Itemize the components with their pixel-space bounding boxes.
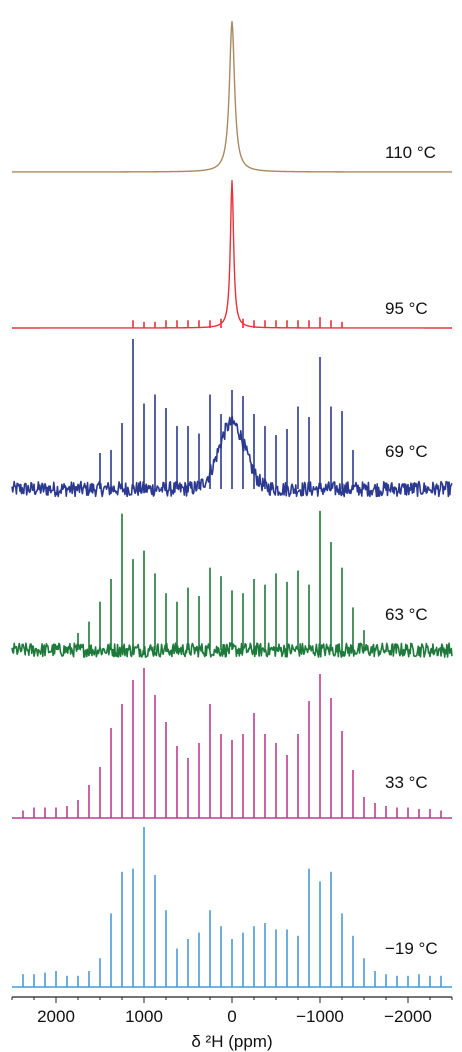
tick-label: 0 <box>227 1007 236 1026</box>
spectrum-temperature-label: 63 °C <box>385 605 428 624</box>
tick-label: 1000 <box>125 1007 163 1026</box>
tick-label: −1000 <box>296 1007 344 1026</box>
tick-label: −2000 <box>384 1007 432 1026</box>
spectrum-temperature-label: 69 °C <box>385 442 428 461</box>
spectrum-2 <box>12 180 452 329</box>
spectrum-temperature-label: 95 °C <box>385 299 428 318</box>
spectrum-temperature-label: 33 °C <box>385 773 428 792</box>
spectrum-labels: 110 °C 95 °C 69 °C 63 °C 33 °C −19 °C <box>385 143 438 958</box>
spectrum-temperature-label: −19 °C <box>385 939 438 958</box>
spectrum-5 <box>12 668 452 819</box>
spectrum-trace <box>12 20 452 173</box>
spectrum-temperature-label: 110 °C <box>385 143 436 162</box>
spectra-group <box>11 20 453 988</box>
x-axis: 2000 1000 0 −1000 −2000 δ ²H (ppm) <box>11 996 453 1051</box>
tick-label: 2000 <box>37 1007 75 1026</box>
spectrum-trace <box>12 180 452 329</box>
spectrum-3 <box>11 339 453 498</box>
spectrum-1 <box>12 20 452 173</box>
x-axis-ticks: 2000 1000 0 −1000 −2000 <box>11 997 453 1026</box>
spectrum-6 <box>12 827 452 988</box>
spectrum-4 <box>11 510 453 658</box>
x-axis-title: δ ²H (ppm) <box>191 1032 272 1051</box>
